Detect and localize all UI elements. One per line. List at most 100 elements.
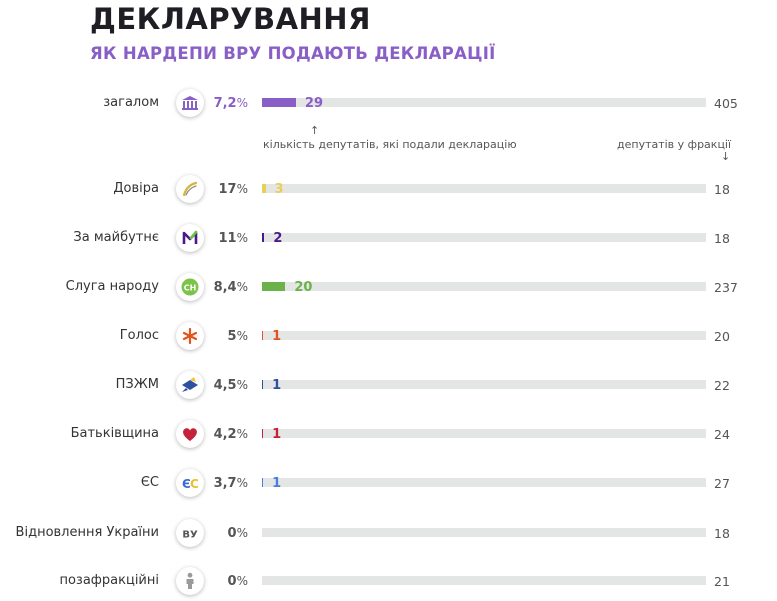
faction-total-label: 237 (714, 279, 738, 295)
percent-symbol: % (236, 182, 248, 196)
percent-label: 4,5% (206, 365, 248, 405)
bar-track (262, 282, 706, 291)
holos-logo-icon (176, 322, 204, 350)
row-label: ПЗЖМ (115, 377, 159, 392)
percent-symbol: % (236, 96, 248, 110)
bar-track (262, 331, 706, 340)
percent-symbol: % (236, 378, 248, 392)
row-label: Слуга народу (65, 279, 159, 294)
percent-label: 11% (206, 218, 249, 258)
chart-row: позафракційні 0% 21 (0, 561, 777, 601)
percent-label: 17% (206, 169, 249, 209)
chart-row: загалом 7,2% 29 405 (0, 83, 777, 123)
faction-total-label: 24 (714, 426, 730, 442)
filed-value-label: 1 (272, 475, 282, 491)
percent-label: 3,7% (206, 463, 248, 503)
percent-label: 8,4% (206, 267, 248, 307)
faction-total-label: 20 (714, 328, 730, 344)
percent-symbol: % (236, 574, 248, 588)
percent-symbol: % (236, 280, 248, 294)
percent-symbol: % (236, 427, 248, 441)
za-maibutnie-logo-icon (176, 224, 204, 252)
percent-value: 8,4 (213, 279, 237, 295)
row-label: позафракційні (59, 573, 159, 588)
percent-label: 0% (206, 513, 248, 553)
percent-value: 3,7 (213, 475, 237, 491)
pzzhm-logo-icon (176, 371, 204, 399)
dovira-logo-icon (176, 175, 204, 203)
bar (262, 184, 266, 193)
row-label: Голос (119, 328, 159, 343)
batkivshchyna-logo-icon (176, 420, 204, 448)
percent-symbol: % (236, 329, 248, 343)
faction-size-note: депутатів у фракції (617, 138, 732, 151)
row-label: Батьківщина (70, 426, 159, 441)
bar-track (262, 528, 706, 537)
chart-row: ЄС Є С 3,7% 1 27 (0, 463, 777, 503)
bar (262, 282, 286, 291)
chart-title: ДЕКЛАРУВАННЯ (90, 2, 371, 36)
row-label: Відновлення України (15, 525, 159, 540)
row-label: Довіра (113, 181, 159, 196)
bar (262, 331, 264, 340)
bar (262, 380, 264, 389)
bar-track (262, 380, 706, 389)
faction-total-label: 21 (714, 573, 730, 589)
chart-row: Довіра 17% 3 18 (0, 169, 777, 209)
percent-label: 7,2% (206, 83, 248, 123)
bar-track (262, 184, 706, 193)
person-icon (176, 567, 204, 595)
chart-row: Батьківщина 4,2% 1 24 (0, 414, 777, 454)
percent-value: 5 (227, 328, 237, 344)
svg-text:Є: Є (182, 477, 191, 491)
bar-track (262, 233, 706, 242)
percent-value: 0 (227, 573, 237, 589)
svg-text:СН: СН (184, 284, 197, 293)
filed-value-label: 1 (272, 426, 282, 442)
chart-row: Відновлення України ВУ 0% 18 (0, 513, 777, 553)
up-arrow-icon: ↑ (310, 124, 320, 137)
vidnovlennia-logo-icon: ВУ (176, 519, 204, 547)
row-label: загалом (103, 95, 159, 110)
filed-value-label: 2 (273, 230, 283, 246)
faction-total-label: 18 (714, 525, 730, 541)
percent-symbol: % (236, 526, 248, 540)
chart-row: Слуга народу СН 8,4% 20 237 (0, 267, 777, 307)
parliament-icon (176, 89, 204, 117)
filed-count-note: кількість депутатів, які подали декларац… (263, 138, 517, 151)
bar (262, 233, 265, 242)
row-label: За майбутнє (73, 230, 159, 245)
chart-row: ПЗЖМ 4,5% 1 22 (0, 365, 777, 405)
faction-total-label: 22 (714, 377, 730, 393)
percent-label: 0% (206, 561, 248, 601)
row-label: ЄС (140, 475, 159, 490)
chart-row: Голос 5% 1 20 (0, 316, 777, 356)
filed-value-label: 1 (272, 377, 282, 393)
percent-label: 4,2% (206, 414, 248, 454)
bar-track (262, 429, 706, 438)
bar-track (262, 576, 706, 585)
filed-value-label: 1 (272, 328, 282, 344)
percent-value: 11 (218, 230, 237, 246)
down-arrow-icon: ↓ (721, 150, 731, 163)
faction-total-label: 405 (714, 95, 738, 111)
bar (262, 478, 264, 487)
bar (262, 98, 296, 107)
chart-subtitle: ЯК НАРДЕПИ ВРУ ПОДАЮТЬ ДЕКЛАРАЦІЇ (90, 44, 496, 63)
filed-value-label: 3 (274, 181, 284, 197)
percent-symbol: % (236, 476, 248, 490)
percent-label: 5% (206, 316, 248, 356)
bar (262, 429, 264, 438)
percent-symbol: % (236, 231, 248, 245)
percent-value: 7,2 (213, 95, 237, 111)
svg-text:ВУ: ВУ (182, 530, 198, 541)
percent-value: 4,2 (213, 426, 237, 442)
filed-value-label: 20 (294, 279, 313, 295)
bar-track (262, 478, 706, 487)
chart-row: За майбутнє 11% 2 18 (0, 218, 777, 258)
percent-value: 4,5 (213, 377, 237, 393)
bar-track (262, 98, 706, 107)
svg-text:С: С (190, 477, 199, 491)
sluha-narodu-logo-icon: СН (176, 273, 204, 301)
